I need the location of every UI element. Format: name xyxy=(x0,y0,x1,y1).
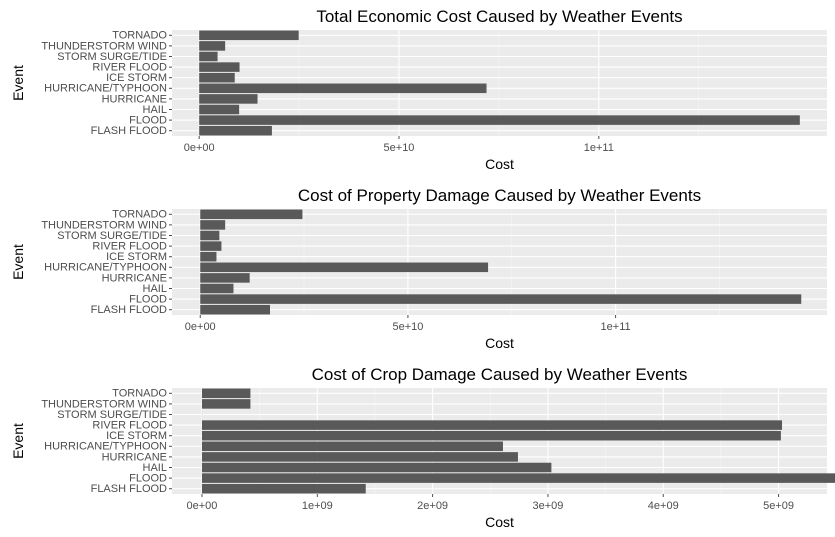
x-axis-title: Cost xyxy=(485,156,514,172)
bar-hail[interactable] xyxy=(200,283,234,294)
y-tick-label-flood: FLOOD xyxy=(129,473,167,485)
bar-hurricane-typhoon[interactable] xyxy=(201,441,503,452)
bar-ice-storm[interactable] xyxy=(199,72,235,83)
bar-thunderstorm-wind[interactable] xyxy=(200,220,226,230)
chart-panel-3: FLASH FLOODFLOODHAILHURRICANEHURRICANE/T… xyxy=(10,365,835,530)
x-tick-label: 5e+10 xyxy=(392,321,423,333)
y-tick-label-hurricane-typhoon: HURRICANE/TYPHOON xyxy=(44,441,167,453)
bar-flash-flood[interactable] xyxy=(200,304,271,315)
y-tick-label-river-flood: RIVER FLOOD xyxy=(92,62,167,74)
y-tick-label-thunderstorm-wind: THUNDERSTORM WIND xyxy=(41,219,167,231)
y-tick-label-ice-storm: ICE STORM xyxy=(106,251,167,263)
bar-flood[interactable] xyxy=(201,473,835,483)
y-tick-label-hurricane-typhoon: HURRICANE/TYPHOON xyxy=(44,83,167,95)
bar-flood[interactable] xyxy=(200,294,802,304)
y-tick-label-thunderstorm-wind: THUNDERSTORM WIND xyxy=(41,40,167,52)
y-tick-label-tornado: TORNADO xyxy=(112,388,167,400)
chart-title: Cost of Crop Damage Caused by Weather Ev… xyxy=(312,365,688,384)
y-tick-label-flash-flood: FLASH FLOOD xyxy=(91,125,167,137)
x-tick-label: 3e+09 xyxy=(532,500,563,512)
bar-tornado[interactable] xyxy=(199,30,299,41)
bar-thunderstorm-wind[interactable] xyxy=(201,399,251,409)
x-tick-label: 1e+11 xyxy=(584,142,614,154)
x-tick-label: 5e+09 xyxy=(763,500,794,512)
bar-hurricane-typhoon[interactable] xyxy=(200,262,489,273)
y-tick-label-storm-surge-tide: STORM SURGE/TIDE xyxy=(57,51,167,63)
bar-flood[interactable] xyxy=(199,115,800,125)
x-tick-label: 1e+09 xyxy=(302,500,333,512)
x-tick-label: 5e+10 xyxy=(384,142,415,154)
x-axis-title: Cost xyxy=(485,335,514,351)
bar-ice-storm[interactable] xyxy=(200,251,217,262)
y-tick-label-hurricane: HURRICANE xyxy=(102,451,167,463)
y-tick-label-ice-storm: ICE STORM xyxy=(106,430,167,442)
y-tick-label-flood: FLOOD xyxy=(129,115,167,127)
y-tick-label-flood: FLOOD xyxy=(129,294,167,306)
y-tick-label-hurricane-typhoon: HURRICANE/TYPHOON xyxy=(44,262,167,274)
bar-flash-flood[interactable] xyxy=(199,125,272,136)
x-tick-label: 0e+00 xyxy=(187,500,218,512)
bar-river-flood[interactable] xyxy=(200,241,222,251)
y-tick-label-tornado: TORNADO xyxy=(112,30,167,42)
y-tick-label-hurricane: HURRICANE xyxy=(102,93,167,105)
chart-panel-1: FLASH FLOODFLOODHAILHURRICANEHURRICANE/T… xyxy=(10,7,827,172)
y-tick-label-hail: HAIL xyxy=(143,462,167,474)
chart-title: Cost of Property Damage Caused by Weathe… xyxy=(298,186,701,205)
y-tick-label-thunderstorm-wind: THUNDERSTORM WIND xyxy=(41,398,167,410)
x-tick-label: 2e+09 xyxy=(417,500,448,512)
chart-panel-2: FLASH FLOODFLOODHAILHURRICANEHURRICANE/T… xyxy=(10,186,827,351)
bar-tornado[interactable] xyxy=(200,209,303,220)
y-tick-label-storm-surge-tide: STORM SURGE/TIDE xyxy=(57,409,167,421)
bar-storm-surge-tide[interactable] xyxy=(199,51,218,62)
bar-hurricane[interactable] xyxy=(201,452,518,462)
x-tick-label: 0e+00 xyxy=(185,321,216,333)
bar-tornado[interactable] xyxy=(201,388,251,399)
bar-thunderstorm-wind[interactable] xyxy=(199,41,226,51)
y-tick-label-tornado: TORNADO xyxy=(112,209,167,221)
y-tick-label-river-flood: RIVER FLOOD xyxy=(92,420,167,432)
y-tick-label-storm-surge-tide: STORM SURGE/TIDE xyxy=(57,230,167,242)
bar-hurricane-typhoon[interactable] xyxy=(199,83,487,94)
y-tick-label-river-flood: RIVER FLOOD xyxy=(92,241,167,253)
x-tick-label: 1e+11 xyxy=(601,321,631,333)
y-axis-title: Event xyxy=(10,423,26,459)
bar-river-flood[interactable] xyxy=(201,420,783,430)
chart-title: Total Economic Cost Caused by Weather Ev… xyxy=(316,7,682,26)
y-tick-label-flash-flood: FLASH FLOOD xyxy=(91,483,167,495)
y-tick-label-ice-storm: ICE STORM xyxy=(106,72,167,84)
bar-ice-storm[interactable] xyxy=(201,430,781,441)
y-tick-label-flash-flood: FLASH FLOOD xyxy=(91,304,167,316)
x-axis-title: Cost xyxy=(485,514,514,530)
y-tick-label-hurricane: HURRICANE xyxy=(102,272,167,284)
bar-hail[interactable] xyxy=(199,104,240,115)
x-tick-label: 0e+00 xyxy=(184,142,215,154)
y-tick-label-hail: HAIL xyxy=(143,104,167,116)
bar-storm-surge-tide[interactable] xyxy=(200,230,220,241)
bar-hurricane[interactable] xyxy=(200,273,250,283)
bar-flash-flood[interactable] xyxy=(201,483,366,494)
bar-hurricane[interactable] xyxy=(199,94,258,104)
y-axis-title: Event xyxy=(10,244,26,280)
bar-hail[interactable] xyxy=(201,462,552,473)
bar-river-flood[interactable] xyxy=(199,62,240,72)
y-axis-title: Event xyxy=(10,65,26,101)
x-tick-label: 4e+09 xyxy=(648,500,679,512)
y-tick-label-hail: HAIL xyxy=(143,283,167,295)
